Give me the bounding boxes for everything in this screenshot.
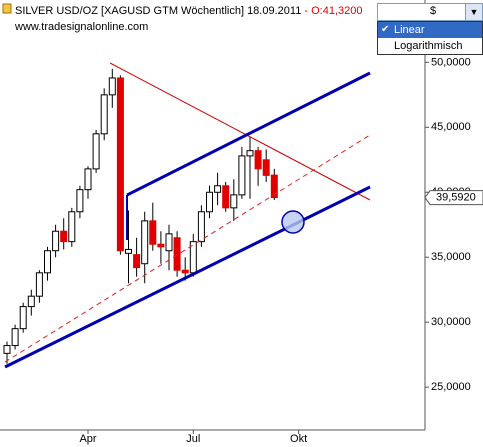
candle-body [92, 133, 100, 170]
icon [2, 3, 12, 14]
option[interactable]: Logarithmisch [394, 40, 463, 52]
candle-body [52, 230, 60, 252]
channel-lower [4, 185, 371, 369]
candle-body [262, 159, 270, 176]
candle-body [157, 243, 165, 248]
currency-combo[interactable]: $ ▼ [377, 3, 483, 21]
candle-body [270, 174, 278, 199]
title-text: SILVER USD/OZ [XAGUSD GTM Wöchentlich] 1… [15, 5, 301, 17]
candle-body [76, 189, 84, 213]
dropdown-arrow[interactable]: ▼ [465, 4, 482, 20]
candle-body [108, 77, 116, 96]
candle-body [246, 150, 254, 157]
watermark: www.tradesignalonline.com [14, 21, 148, 33]
candle-body [116, 77, 124, 252]
candle-body [149, 220, 157, 245]
candle-body [173, 237, 181, 271]
trend-line [109, 62, 371, 201]
combo-value: $ [430, 5, 437, 17]
x-tick-label: Okt [290, 433, 307, 445]
candle-body [141, 220, 149, 265]
x-tick-label: Jul [186, 433, 200, 445]
candle-body [230, 194, 238, 209]
y-tick-label: 30,0000 [431, 316, 471, 328]
open-label: - O:41,3200 [304, 5, 362, 17]
plot-area [0, 0, 425, 430]
x-tick-label: Apr [79, 433, 96, 445]
candle-body [11, 328, 19, 347]
last-price-box [424, 190, 483, 206]
candle-body [84, 168, 92, 191]
candle-body [68, 211, 76, 243]
y-tick-label: 45,0000 [431, 121, 471, 133]
candle-body [19, 306, 27, 330]
candle-body [197, 211, 205, 243]
y-tick-label: 50,0000 [431, 56, 471, 68]
candle-body [165, 233, 173, 252]
candle-body [125, 248, 132, 254]
candle-body [60, 230, 68, 243]
candle-body [35, 272, 43, 297]
channel-upper [126, 71, 371, 197]
candle-body [222, 185, 230, 209]
candle-body [254, 150, 262, 170]
candle-body [238, 155, 246, 196]
scale-menu[interactable]: $▼ Linear Logarithmisch [377, 3, 483, 55]
candle-body [100, 94, 108, 135]
last-price-label: 39,5920 [436, 191, 476, 203]
y-tick-label: 25,0000 [431, 381, 471, 393]
y-tick-label: 35,0000 [431, 251, 471, 263]
candle-body [3, 345, 11, 354]
candle-body [214, 185, 222, 193]
option-list: Linear Logarithmisch [377, 21, 483, 55]
candle-body [27, 295, 35, 308]
candle-body [133, 254, 141, 269]
option[interactable]: Linear [378, 22, 482, 38]
candle-body [206, 191, 213, 213]
candle-body [181, 269, 189, 274]
candle-body [44, 250, 51, 274]
candles [3, 68, 278, 364]
highlight-circle [281, 210, 305, 234]
chart-title: SILVER USD/OZ [XAGUSD GTM Wöchentlich] 1… [15, 5, 362, 17]
